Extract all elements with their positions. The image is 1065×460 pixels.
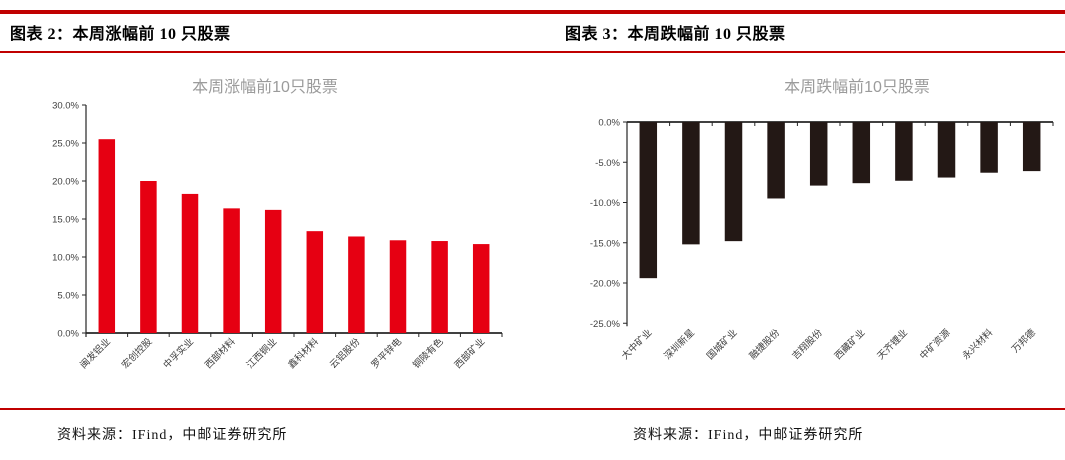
category-label: 西部矿业 (452, 336, 487, 371)
category-label: 融捷股份 (747, 326, 783, 362)
category-label: 铜陵有色 (410, 335, 446, 371)
header-divider-rule (0, 51, 1065, 53)
bar-宏创控股 (140, 181, 157, 333)
category-label: 西藏矿业 (832, 327, 867, 362)
y-axis-tick-label: 5.0% (57, 291, 79, 302)
bar-万邦德 (1022, 122, 1041, 172)
figure3-header: 图表 3：本周跌幅前 10 只股票 (565, 26, 786, 43)
y-axis-tick-label: 10.0% (52, 253, 79, 264)
category-label: 宏创控股 (119, 335, 155, 371)
bar-中孚实业 (181, 193, 199, 333)
bar-西部材料 (223, 208, 240, 333)
footer-divider-rule (0, 408, 1065, 410)
bar-天齐锂业 (895, 122, 913, 181)
category-label: 吉翔股份 (789, 326, 825, 362)
y-axis-tick-label: -5.0% (595, 158, 620, 169)
bar-永兴材料 (980, 122, 998, 173)
bar-江西铜业 (264, 209, 282, 333)
y-axis-tick-label: -10.0% (590, 198, 621, 209)
bar-西藏矿业 (852, 122, 871, 184)
bar-吉翔股份 (809, 122, 828, 186)
category-label: 鑫科材料 (286, 335, 322, 371)
category-label: 罗平锌电 (369, 335, 405, 371)
top-red-rule (0, 10, 1065, 14)
chart-title: 本周涨幅前10只股票 (192, 78, 338, 96)
y-axis-tick-label: 0.0% (57, 329, 79, 340)
category-label: 永兴材料 (960, 326, 996, 362)
weekly-losers-bar-chart: 本周跌幅前10只股票 -25.0% -20.0% -15.0% -10.0% -5.0% 0… (590, 78, 1054, 362)
figure2-header: 图表 2：本周涨幅前 10 只股票 (10, 26, 231, 43)
bar-罗平锌电 (389, 240, 407, 333)
y-axis-tick-label: 30.0% (52, 101, 79, 112)
bar-铜陵有色 (431, 241, 448, 333)
category-label: 国城矿业 (704, 327, 739, 362)
bar-鑫科材料 (306, 231, 324, 333)
y-axis-tick-label: -15.0% (590, 238, 621, 249)
category-label: 中矿资源 (917, 326, 953, 362)
category-label: 天齐锂业 (875, 327, 910, 362)
weekly-gainers-bar-chart: 本周涨幅前10只股票 0.0% 5.0% 10.0% 15.0% 20.0% 25.0% 30… (52, 78, 503, 371)
bar-国城矿业 (724, 122, 743, 242)
figure2-source-note: 资料来源：IFind，中邮证券研究所 (57, 428, 288, 443)
category-label: 深圳新星 (662, 327, 697, 362)
y-axis-tick-label: -25.0% (590, 319, 621, 330)
bar-大中矿业 (639, 122, 658, 279)
category-label: 西部材料 (202, 335, 238, 371)
bar-西部矿业 (472, 244, 490, 333)
bar-闽发铝业 (98, 139, 116, 333)
y-axis-tick-label: 25.0% (52, 139, 79, 150)
bar-中矿资源 (937, 122, 956, 178)
category-label: 万邦德 (1009, 326, 1038, 355)
figure3-source-note: 资料来源：IFind，中邮证券研究所 (633, 428, 864, 443)
y-axis-tick-label: 0.0% (598, 118, 620, 129)
category-label: 江西铜业 (244, 336, 279, 371)
bar-深圳新星 (682, 122, 700, 245)
category-label: 中孚实业 (161, 336, 196, 371)
bar-融捷股份 (767, 122, 785, 199)
chart-title: 本周跌幅前10只股票 (784, 78, 930, 96)
category-label: 大中矿业 (619, 327, 654, 362)
y-axis-tick-label: 15.0% (52, 215, 79, 226)
y-axis-tick-label: 20.0% (52, 177, 79, 188)
bar-云铝股份 (348, 236, 365, 333)
category-label: 闽发铝业 (78, 336, 113, 371)
category-label: 云铝股份 (327, 335, 363, 371)
y-axis-tick-label: -20.0% (590, 279, 621, 290)
